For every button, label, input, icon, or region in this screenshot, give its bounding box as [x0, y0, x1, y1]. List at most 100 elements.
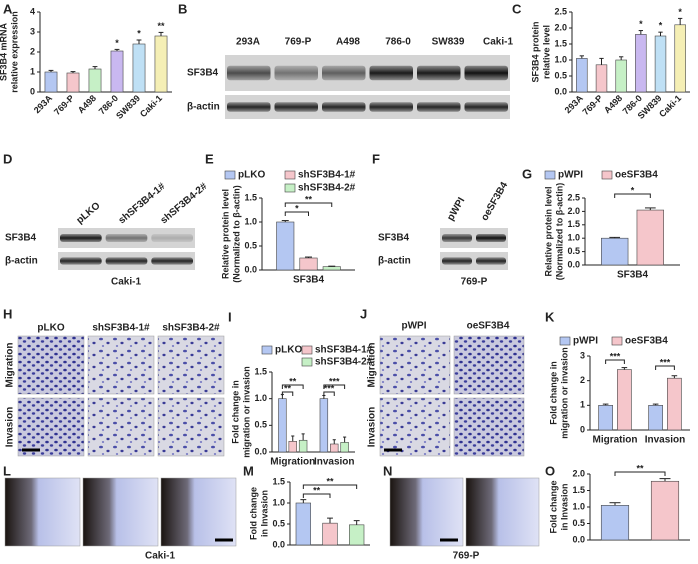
y-axis-label: in Invasion [559, 483, 569, 530]
blot-band [151, 257, 193, 265]
y-axis-label: Fold change in [230, 380, 240, 444]
error-bar [48, 69, 54, 72]
y-axis-label: (Normalized to β-actin) [231, 185, 241, 283]
significance-bracket [281, 391, 294, 396]
bar [132, 43, 146, 93]
protein-label: SF3B4 [187, 68, 219, 79]
error-bar [619, 56, 624, 60]
y-tick-label: 1.0 [244, 216, 257, 226]
error-bar [291, 435, 295, 442]
legend-label: oeSF3B4 [625, 336, 668, 347]
error-bar [652, 403, 659, 406]
blot-strip [225, 55, 510, 91]
panel-label: O [545, 463, 555, 478]
error-bar [644, 207, 656, 211]
significance-bracket [655, 365, 675, 370]
y-tick-label: 0.0 [244, 264, 257, 274]
panel-label: F [372, 151, 380, 166]
legend-swatch [284, 183, 296, 193]
significance: ** [289, 376, 297, 386]
bar [576, 58, 588, 93]
error-bar [659, 478, 671, 482]
error-bar [609, 502, 621, 506]
error-bar [658, 31, 663, 36]
y-axis-label: relative level [541, 25, 551, 79]
error-bar [92, 66, 98, 69]
blot-band [464, 65, 508, 81]
blot-band [105, 257, 148, 265]
y-tick-label: 1.5 [272, 476, 285, 486]
error-bar [301, 433, 305, 441]
column-label: shSF3B4-2# [162, 323, 220, 334]
y-axis-label: Fold change [248, 487, 258, 540]
significance: * [115, 38, 119, 48]
x-tick-label: A498 [602, 93, 624, 115]
y-tick-label: 1.5 [554, 38, 567, 48]
blot-band [60, 234, 102, 242]
bar [615, 59, 627, 93]
legend-swatch [284, 170, 296, 180]
x-tick-label: SF3B4 [293, 275, 325, 286]
blot-band [274, 65, 318, 81]
blot-band [442, 234, 472, 242]
protein-label: β-actin [378, 256, 411, 267]
y-tick-label: 0 [30, 86, 35, 96]
significance-bracket [614, 193, 651, 198]
significance: * [137, 28, 141, 38]
y-tick-label: 1.5 [567, 219, 580, 229]
bar [88, 68, 102, 93]
row-label: Invasion [367, 407, 378, 448]
micrograph [453, 335, 525, 395]
bar [44, 71, 58, 93]
cell-line-label: 769-P [461, 277, 488, 288]
error-bar [638, 30, 643, 35]
bar [595, 64, 608, 93]
legend-swatch [601, 170, 613, 180]
lane-label: Caki-1 [483, 37, 513, 48]
y-tick-label: 0.0 [554, 86, 567, 96]
cell-line-label: Caki-1 [111, 277, 141, 288]
row-label: Migration [367, 343, 378, 388]
legend-label: pLKO [275, 345, 302, 356]
error-bar [332, 439, 336, 444]
y-tick-label: 2.0 [572, 468, 585, 478]
column-label: shSF3B4-1# [92, 323, 150, 334]
y-axis-label: relative expression [9, 11, 19, 93]
legend-swatch [261, 345, 273, 355]
y-tick-label: 0.5 [554, 70, 567, 80]
error-bar [353, 520, 360, 525]
bar [674, 24, 686, 93]
significance-bracket [281, 384, 304, 389]
y-tick-label: 0.0 [272, 539, 285, 549]
row-label: Invasion [5, 407, 16, 448]
significance: ** [305, 194, 313, 204]
bar [319, 398, 329, 453]
protein-label: β-actin [5, 256, 38, 267]
error-bar [343, 436, 347, 443]
y-tick-label: 0.0 [572, 534, 585, 544]
y-tick-label: 0.0 [254, 446, 267, 456]
panel-label: I [228, 309, 232, 324]
panel-label: C [512, 1, 522, 16]
bar [278, 398, 287, 453]
legend-label: pWPI [558, 170, 583, 181]
x-tick-label: Caki-1 [657, 93, 683, 119]
y-tick-label: 1 [580, 400, 585, 410]
micrograph [389, 477, 464, 547]
y-axis-label: in Invasion [259, 490, 269, 537]
significance: ** [157, 21, 165, 31]
x-tick-label: 769-P [52, 93, 76, 117]
column-label: pLKO [37, 323, 64, 334]
significance-bracket [284, 211, 309, 216]
y-tick-label: 0.5 [272, 518, 285, 528]
legend-swatch [559, 336, 571, 346]
significance: * [631, 185, 635, 195]
micrograph [453, 397, 525, 457]
panel-label: N [383, 463, 392, 478]
blot-band [442, 257, 472, 265]
micrograph [17, 335, 85, 395]
bar [340, 442, 349, 453]
bar [598, 405, 613, 431]
blot-band [369, 65, 413, 81]
bar [667, 377, 682, 431]
